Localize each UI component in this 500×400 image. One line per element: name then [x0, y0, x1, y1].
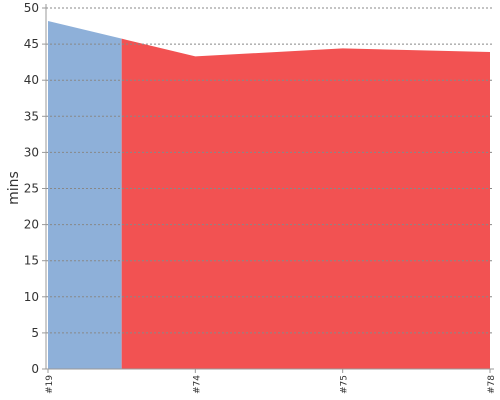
y-tick-label: 50 [24, 1, 39, 15]
x-tick-label: #75 [340, 375, 350, 394]
x-tick-label: #74 [192, 375, 202, 394]
y-tick-label: 0 [31, 362, 39, 376]
y-tick-label: 40 [24, 73, 39, 87]
y-tick-label: 15 [24, 254, 39, 268]
y-tick-label: 30 [24, 145, 39, 159]
x-tick-label: #19 [45, 375, 55, 394]
y-axis-label: mins [6, 171, 22, 205]
y-tick-label: 25 [24, 182, 39, 196]
area [121, 38, 491, 370]
x-tick-label: #78 [487, 375, 497, 394]
area [48, 20, 122, 369]
y-tick-label: 5 [31, 326, 39, 340]
y-tick-label: 10 [24, 290, 39, 304]
y-tick-label: 35 [24, 109, 39, 123]
y-tick-label: 20 [24, 218, 39, 232]
y-tick-label: 45 [24, 37, 39, 51]
